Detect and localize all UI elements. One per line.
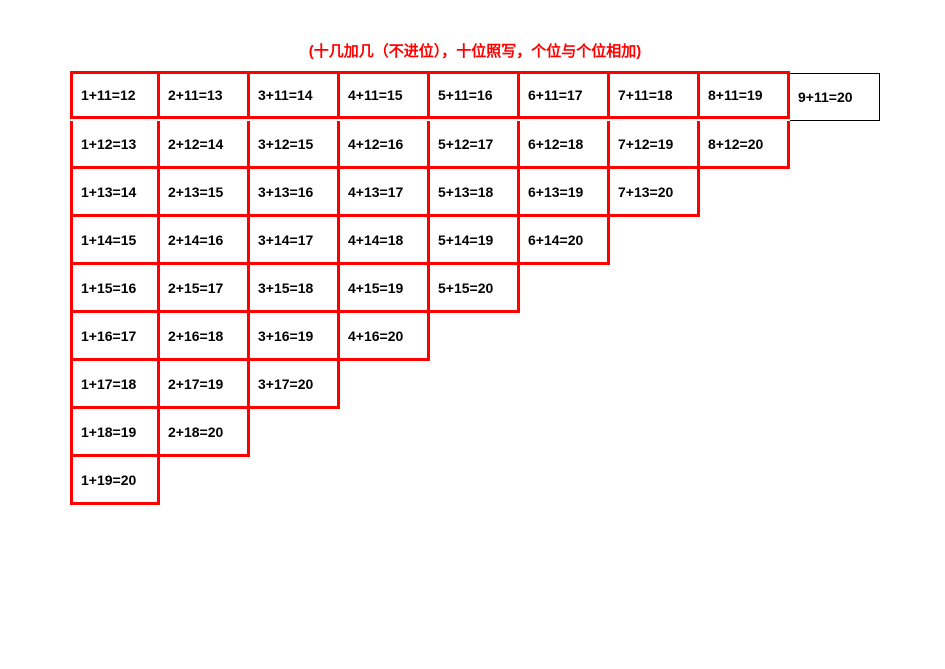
table-row: 1+17=182+17=193+17=20: [70, 361, 945, 409]
table-title: (十几加几（不进位），十位照写，个位与个位相加): [70, 40, 880, 61]
table-cell: 1+19=20: [70, 457, 160, 505]
table-cell: 4+16=20: [340, 313, 430, 361]
table-cell: 6+13=19: [520, 169, 610, 217]
table-cell: 1+13=14: [70, 169, 160, 217]
addition-table: 1+11=122+11=133+11=144+11=155+11=166+11=…: [70, 71, 945, 505]
table-cell: 3+17=20: [250, 361, 340, 409]
table-row: 1+14=152+14=163+14=174+14=185+14=196+14=…: [70, 217, 945, 265]
table-cell: 3+12=15: [250, 121, 340, 169]
table-cell: 4+15=19: [340, 265, 430, 313]
table-cell: 2+16=18: [160, 313, 250, 361]
table-cell: 4+14=18: [340, 217, 430, 265]
table-cell: 1+11=12: [70, 71, 160, 119]
table-cell: 2+13=15: [160, 169, 250, 217]
table-cell: 2+12=14: [160, 121, 250, 169]
table-row: 1+13=142+13=153+13=164+13=175+13=186+13=…: [70, 169, 945, 217]
table-cell: 2+11=13: [160, 71, 250, 119]
table-row: 1+15=162+15=173+15=184+15=195+15=20: [70, 265, 945, 313]
table-cell: 2+17=19: [160, 361, 250, 409]
table-cell: 6+11=17: [520, 71, 610, 119]
table-cell: 4+13=17: [340, 169, 430, 217]
table-cell: 3+14=17: [250, 217, 340, 265]
table-cell: 7+12=19: [610, 121, 700, 169]
table-cell: 6+14=20: [520, 217, 610, 265]
table-cell: 2+18=20: [160, 409, 250, 457]
table-cell: 1+12=13: [70, 121, 160, 169]
table-cell: 5+15=20: [430, 265, 520, 313]
table-cell: 8+11=19: [700, 71, 790, 119]
table-row: 1+18=192+18=20: [70, 409, 945, 457]
table-cell: 7+11=18: [610, 71, 700, 119]
table-cell: 6+12=18: [520, 121, 610, 169]
table-cell: 1+15=16: [70, 265, 160, 313]
table-cell: 4+12=16: [340, 121, 430, 169]
table-row: 1+19=20: [70, 457, 945, 505]
table-cell: 1+18=19: [70, 409, 160, 457]
table-row: 1+11=122+11=133+11=144+11=155+11=166+11=…: [70, 71, 945, 121]
table-cell: 3+13=16: [250, 169, 340, 217]
table-cell: 5+11=16: [430, 71, 520, 119]
table-cell: 3+11=14: [250, 71, 340, 119]
table-cell: 2+15=17: [160, 265, 250, 313]
table-cell: 9+11=20: [790, 73, 880, 121]
table-cell: 5+13=18: [430, 169, 520, 217]
table-row: 1+12=132+12=143+12=154+12=165+12=176+12=…: [70, 121, 945, 169]
table-cell: 1+14=15: [70, 217, 160, 265]
table-cell: 1+16=17: [70, 313, 160, 361]
table-row: 1+16=172+16=183+16=194+16=20: [70, 313, 945, 361]
table-cell: 3+16=19: [250, 313, 340, 361]
table-cell: 5+12=17: [430, 121, 520, 169]
table-cell: 8+12=20: [700, 121, 790, 169]
table-cell: 2+14=16: [160, 217, 250, 265]
table-cell: 4+11=15: [340, 71, 430, 119]
table-cell: 3+15=18: [250, 265, 340, 313]
table-cell: 7+13=20: [610, 169, 700, 217]
table-cell: 5+14=19: [430, 217, 520, 265]
table-cell: 1+17=18: [70, 361, 160, 409]
